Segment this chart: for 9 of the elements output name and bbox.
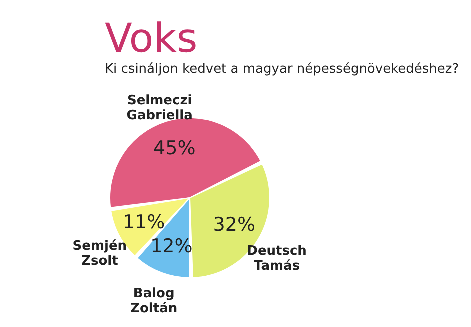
slice-label: Semjén Zsolt [72, 238, 128, 269]
slice-label: Balog Zoltán [130, 286, 178, 316]
data-label: 32% [213, 214, 256, 236]
data-label: 45% [154, 137, 196, 160]
chart-subtitle: Ki csináljon kedvet a magyar népességnövekedéshez? [105, 62, 460, 77]
slice-label: Selmeczi Gabriella [126, 94, 193, 124]
slice-label: Deutsch Tamás [247, 244, 307, 274]
data-label: 11% [122, 211, 166, 234]
chart-title: Voks [105, 16, 198, 62]
